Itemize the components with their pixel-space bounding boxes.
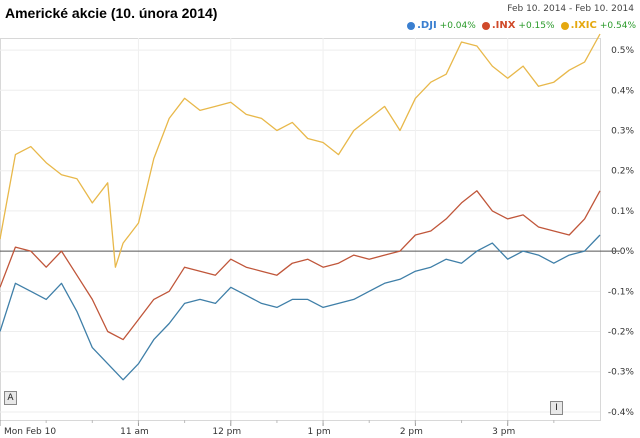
x-tick-label: Mon Feb 10	[4, 427, 56, 437]
y-tick-label: -0.3%	[608, 368, 635, 378]
annotation-flag-i[interactable]: I	[550, 401, 563, 415]
legend-item-inx[interactable]: .INX +0.15%	[481, 20, 555, 31]
legend: .DJI +0.04% .INX +0.15% .IXIC +0.54%	[407, 20, 636, 31]
x-tick-label: 3 pm	[492, 427, 515, 437]
chart-title: Americké akcie (10. února 2014)	[5, 5, 218, 21]
legend-dot-ixic	[560, 21, 569, 30]
date-range[interactable]: Feb 10. 2014 - Feb 10. 2014	[507, 4, 634, 14]
y-tick-label: 0.5%	[611, 46, 634, 56]
y-tick-label: 0.0%	[611, 247, 634, 257]
y-tick-label: 0.2%	[611, 167, 634, 177]
y-tick-label: -0.2%	[608, 328, 635, 338]
y-tick-label: 0.1%	[611, 207, 634, 217]
y-tick-label: 0.4%	[611, 86, 634, 96]
x-tick-label: 12 pm	[212, 427, 241, 437]
annotation-flag-a[interactable]: A	[4, 391, 17, 405]
series-line-ixic	[0, 33, 601, 268]
x-tick-label: 1 pm	[308, 427, 331, 437]
legend-dot-inx	[481, 21, 490, 30]
series-line-inx	[0, 190, 601, 341]
legend-symbol: .DJI	[417, 20, 437, 31]
legend-item-dji[interactable]: .DJI +0.04%	[407, 20, 476, 31]
y-tick-label: -0.4%	[608, 408, 635, 418]
x-tick-label: 2 pm	[400, 427, 423, 437]
plot-frame	[0, 38, 601, 421]
y-tick-label: -0.1%	[608, 287, 635, 297]
legend-dot-dji	[407, 21, 416, 30]
legend-symbol: .INX	[491, 20, 516, 31]
legend-symbol: .IXIC	[570, 20, 597, 31]
x-tick-label: 11 am	[120, 427, 149, 437]
y-tick-label: 0.3%	[611, 126, 634, 136]
legend-item-ixic[interactable]: .IXIC +0.54%	[560, 20, 636, 31]
legend-change: +0.54%	[599, 20, 636, 31]
series-line-dji	[0, 234, 601, 381]
legend-change: +0.04%	[439, 20, 476, 31]
legend-change: +0.15%	[518, 20, 555, 31]
